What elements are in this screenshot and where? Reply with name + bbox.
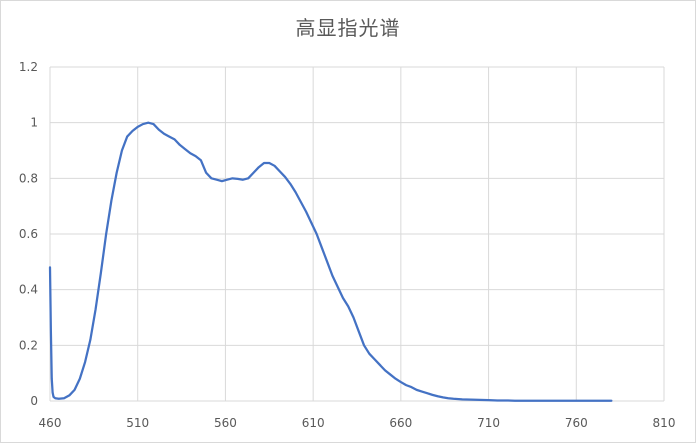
y-tick-label: 1 bbox=[30, 116, 38, 130]
x-tick-label: 810 bbox=[653, 416, 676, 430]
x-tick-label: 760 bbox=[565, 416, 588, 430]
y-tick-label: 0 bbox=[30, 394, 38, 408]
x-tick-label: 610 bbox=[302, 416, 325, 430]
x-tick-label: 460 bbox=[39, 416, 62, 430]
chart-title: 高显指光谱 bbox=[295, 16, 401, 40]
y-tick-label: 1.2 bbox=[19, 60, 38, 74]
x-tick-label: 660 bbox=[389, 416, 412, 430]
x-tick-label: 710 bbox=[477, 416, 500, 430]
x-tick-label: 560 bbox=[214, 416, 237, 430]
y-tick-label: 0.4 bbox=[19, 283, 38, 297]
y-tick-label: 0.2 bbox=[19, 338, 38, 352]
y-tick-label: 0.6 bbox=[19, 227, 38, 241]
y-tick-label: 0.8 bbox=[19, 171, 38, 185]
x-tick-label: 510 bbox=[126, 416, 149, 430]
series-line-0 bbox=[48, 121, 613, 402]
